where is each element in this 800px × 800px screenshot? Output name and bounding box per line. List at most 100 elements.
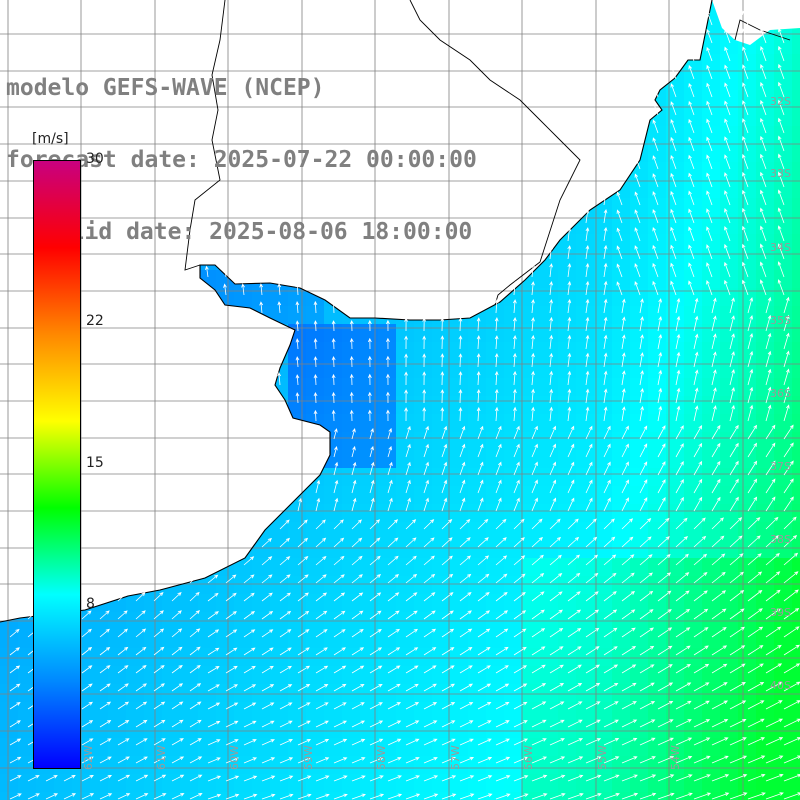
field-cell <box>648 396 667 415</box>
wind-arrow <box>765 386 772 404</box>
wind-arrow <box>549 554 562 566</box>
field-cell <box>774 450 793 469</box>
wind-arrow <box>639 461 648 476</box>
field-cell <box>774 774 793 793</box>
field-cell <box>396 450 415 469</box>
field-cell <box>738 162 757 181</box>
field-cell <box>720 270 739 289</box>
wind-arrow <box>616 245 623 260</box>
field-cell <box>126 774 145 793</box>
wind-arrow <box>639 645 655 656</box>
wind-arrow <box>657 461 666 476</box>
field-cell <box>126 720 145 739</box>
wind-arrow <box>765 626 782 638</box>
wind-arrow <box>441 461 448 476</box>
wind-arrow <box>777 153 785 170</box>
wind-arrow <box>205 265 209 278</box>
field-cell <box>180 792 199 800</box>
field-cell <box>378 540 397 559</box>
wind-arrow <box>513 573 526 584</box>
field-cell <box>612 252 631 271</box>
wind-arrow <box>688 226 695 242</box>
wind-arrow <box>603 664 619 674</box>
wind-arrow <box>279 610 292 620</box>
wind-arrow <box>243 720 257 728</box>
field-cell <box>270 702 289 721</box>
field-cell <box>414 558 433 577</box>
wind-arrow <box>747 442 757 458</box>
field-cell <box>468 378 487 397</box>
wind-arrow <box>369 720 384 728</box>
wind-arrow <box>567 627 582 638</box>
wind-arrow <box>585 209 590 224</box>
field-cell <box>576 666 595 685</box>
wind-arrow <box>783 424 794 440</box>
wind-arrow <box>711 663 728 674</box>
field-cell <box>630 684 649 703</box>
field-cell <box>0 666 19 685</box>
field-cell <box>414 360 433 379</box>
field-cell <box>756 234 775 253</box>
field-cell <box>414 738 433 757</box>
wind-arrow <box>171 610 182 620</box>
wind-arrow <box>706 82 713 98</box>
field-cell <box>612 558 631 577</box>
field-cell <box>702 324 721 343</box>
wind-arrow <box>603 756 620 764</box>
field-cell <box>558 234 577 253</box>
wind-arrow <box>693 424 703 440</box>
field-cell <box>126 756 145 775</box>
field-cell <box>450 468 469 487</box>
wind-arrow <box>747 737 766 746</box>
wind-arrow <box>549 352 554 368</box>
wind-arrow <box>153 701 166 710</box>
field-cell <box>216 720 235 739</box>
field-cell <box>414 450 433 469</box>
wind-arrow <box>351 720 366 728</box>
wind-arrow <box>675 553 689 566</box>
field-cell <box>648 450 667 469</box>
field-cell <box>270 720 289 739</box>
wind-arrow <box>261 739 275 746</box>
wind-arrow <box>441 647 455 656</box>
field-cell <box>630 540 649 559</box>
field-cell <box>450 432 469 451</box>
wind-arrow <box>603 244 608 260</box>
field-cell <box>288 540 307 559</box>
field-cell <box>450 450 469 469</box>
field-cell <box>630 180 649 199</box>
field-cell <box>378 558 397 577</box>
field-cell <box>360 432 379 451</box>
field-cell <box>756 72 775 91</box>
field-cell <box>576 702 595 721</box>
wind-arrow <box>459 720 474 728</box>
wind-arrow <box>9 775 22 782</box>
field-cell <box>432 648 451 667</box>
latitude-label: 38S <box>770 533 791 546</box>
field-cell <box>612 756 631 775</box>
wind-arrow <box>477 443 484 458</box>
field-cell <box>720 558 739 577</box>
field-cell <box>342 738 361 757</box>
field-cell <box>0 738 19 757</box>
field-cell <box>792 90 800 109</box>
field-cell <box>774 360 793 379</box>
field-cell <box>540 702 559 721</box>
wind-arrow <box>670 154 677 170</box>
field-cell <box>612 576 631 595</box>
field-cell <box>432 756 451 775</box>
field-cell <box>198 648 217 667</box>
wind-arrow <box>494 299 499 314</box>
wind-arrow <box>495 537 507 548</box>
wind-arrow <box>261 720 275 728</box>
field-cell <box>702 360 721 379</box>
wind-arrow <box>603 719 619 728</box>
wind-arrow <box>742 28 749 44</box>
longitude-label: 56W <box>522 745 535 770</box>
field-cell <box>252 540 271 559</box>
wind-arrow <box>243 629 256 638</box>
wind-arrow <box>405 497 411 512</box>
wind-arrow <box>513 683 528 692</box>
field-cell <box>252 288 271 307</box>
